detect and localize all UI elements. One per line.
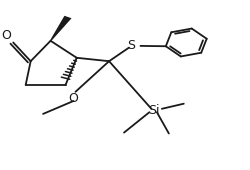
- Text: S: S: [126, 39, 134, 52]
- Text: Si: Si: [148, 104, 159, 117]
- Text: O: O: [1, 29, 11, 42]
- Text: O: O: [68, 92, 78, 105]
- Polygon shape: [50, 16, 71, 41]
